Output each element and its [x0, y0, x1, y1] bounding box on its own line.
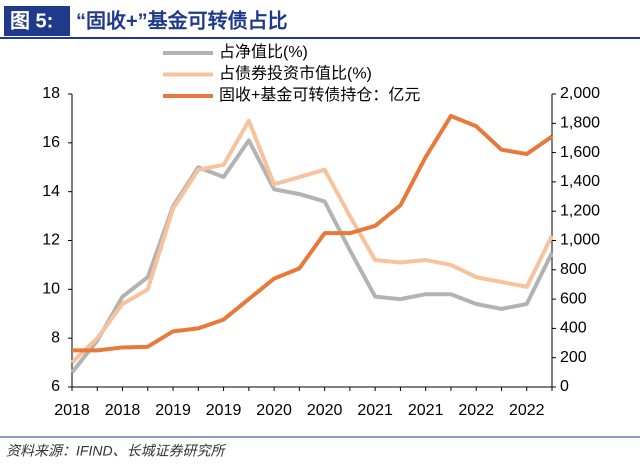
y-tick-label: 14: [42, 183, 60, 200]
y2-tick-label: 2,000: [560, 85, 600, 102]
x-tick-label: 2019: [206, 402, 242, 419]
series-line: [70, 118, 554, 365]
y-tick-label: 16: [42, 134, 60, 151]
x-tick-label: 2018: [54, 402, 90, 419]
y2-tick-label: 600: [560, 290, 587, 307]
y-tick-label: 10: [42, 281, 60, 298]
x-tick-label: 2021: [408, 402, 444, 419]
x-tick-label: 2022: [509, 402, 545, 419]
legend-label: 固收+基金可转债持仓：亿元: [219, 86, 420, 104]
y2-tick-label: 1,000: [560, 232, 600, 249]
series-line: [72, 113, 554, 353]
legend-label: 占净值比(%): [219, 43, 308, 61]
series-line: [70, 138, 554, 374]
header-label: 图 5:: [10, 9, 53, 32]
header-box: [4, 6, 70, 36]
chart-title: “固收+”基金可转债占比: [76, 8, 288, 32]
y2-tick-label: 1,400: [560, 173, 600, 190]
x-tick-label: 2020: [256, 402, 292, 419]
y2-tick-label: 0: [560, 378, 569, 395]
y2-tick-label: 1,800: [560, 115, 600, 132]
x-tick-label: 2021: [357, 402, 393, 419]
y2-tick-label: 800: [560, 261, 587, 278]
y-tick-label: 12: [42, 232, 60, 249]
y2-tick-label: 1,600: [560, 144, 600, 161]
y-tick-label: 18: [42, 85, 60, 102]
x-tick-label: 2022: [458, 402, 494, 419]
source: 资料来源：IFIND、长城证券研究所: [6, 443, 227, 459]
legend-label: 占债券投资市值比(%): [219, 65, 372, 83]
x-tick-label: 2019: [155, 402, 191, 419]
y2-tick-label: 400: [560, 320, 587, 337]
y2-tick-label: 1,200: [560, 202, 600, 219]
x-tick-label: 2018: [105, 402, 141, 419]
y-tick-label: 6: [51, 378, 60, 395]
x-tick-label: 2020: [307, 402, 343, 419]
y2-tick-label: 200: [560, 349, 587, 366]
y-tick-label: 8: [51, 329, 60, 346]
